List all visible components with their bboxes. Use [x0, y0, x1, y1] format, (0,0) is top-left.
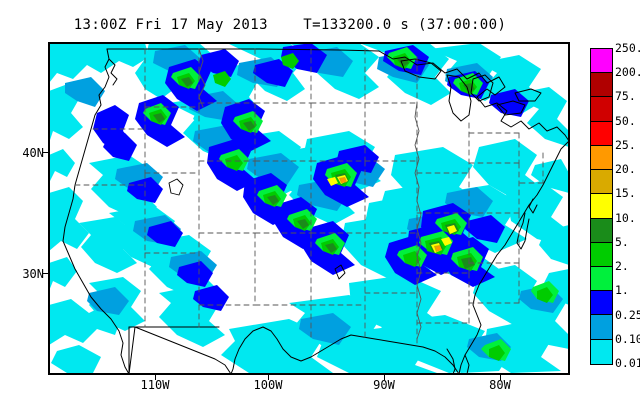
colorbar[interactable] [590, 48, 613, 365]
y-tick-mark [43, 152, 48, 153]
y-tick-mark [43, 273, 48, 274]
precip-layer-orange [341, 178, 441, 251]
colorbar-tick-label: 0.10 [615, 331, 640, 346]
colorbar-tick-label: 25. [615, 137, 636, 152]
x-tick-label: 90W [373, 378, 395, 392]
colorbar-band [591, 194, 612, 219]
colorbar-band [591, 97, 612, 122]
colorbar-band [591, 291, 612, 316]
colorbar-tick-label: 50. [615, 113, 636, 128]
colorbar-labels: 250. 200. 75. 50. 25. 20. 15. 10. 5. 2. 1. 0.25 0.10… [615, 40, 640, 380]
colorbar-tick-label: 200. [615, 65, 640, 80]
x-tick-label: 80W [489, 378, 511, 392]
x-tick-label: 110W [140, 378, 170, 392]
colorbar-band [591, 145, 612, 171]
colorbar-tick-label: 250. [615, 41, 640, 55]
colorbar-tick-label: 2. [615, 259, 629, 274]
colorbar-band [591, 121, 612, 146]
figure-title: 13:00Z Fri 17 May 2013 T=133200.0 s (37:… [73, 17, 507, 33]
colorbar-tick-label: 75. [615, 89, 636, 104]
colorbar-tick-label: 0.01 [615, 356, 640, 370]
colorbar-tick-label: 5. [615, 234, 629, 249]
colorbar-band [591, 49, 612, 74]
colorbar-band [591, 170, 612, 195]
colorbar-band [591, 339, 612, 364]
precip-layer-darkgreen [153, 57, 475, 269]
x-tick-mark [500, 375, 501, 380]
colorbar-band [591, 315, 612, 340]
x-tick-mark [384, 375, 385, 380]
map-borders-layer [62, 48, 569, 374]
map-plot-area[interactable] [48, 42, 570, 375]
map-canvas [49, 43, 569, 374]
x-tick-label: 100W [253, 378, 283, 392]
y-tick-label: 40N [22, 146, 44, 160]
colorbar-band [591, 73, 612, 98]
colorbar-tick-label: 20. [615, 162, 636, 177]
x-tick-mark [155, 375, 156, 380]
colorbar-band [591, 266, 612, 292]
colorbar-tick-label: 1. [615, 283, 629, 298]
colorbar-tick-label: 0.25 [615, 307, 640, 322]
colorbar-tick-label: 15. [615, 186, 636, 201]
y-tick-label: 30N [22, 267, 44, 281]
colorbar-band [591, 218, 612, 243]
colorbar-tick-label: 10. [615, 210, 636, 225]
x-tick-mark [268, 375, 269, 380]
colorbar-band [591, 242, 612, 267]
